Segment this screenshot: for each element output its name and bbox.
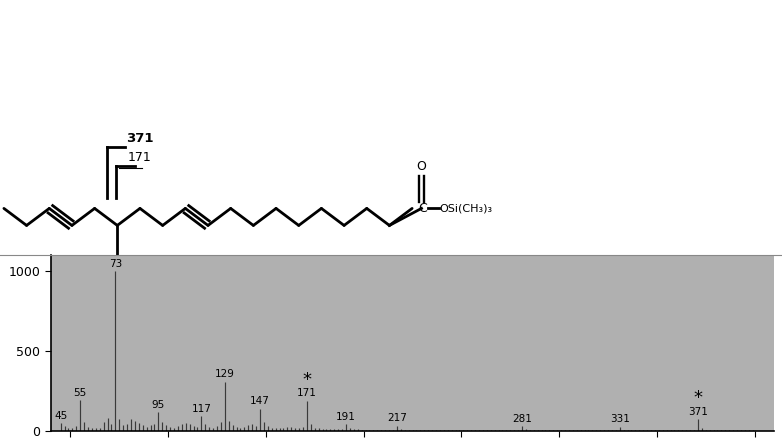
Text: 147: 147 bbox=[250, 396, 270, 407]
Text: OSi(CH₃)₃: OSi(CH₃)₃ bbox=[91, 264, 144, 274]
Text: 331: 331 bbox=[610, 414, 630, 424]
Text: C: C bbox=[418, 202, 427, 215]
Text: 217: 217 bbox=[387, 413, 407, 423]
Text: 281: 281 bbox=[512, 414, 532, 424]
Text: 117: 117 bbox=[192, 403, 211, 414]
Text: O: O bbox=[417, 160, 426, 172]
Text: 95: 95 bbox=[152, 400, 165, 410]
Text: *: * bbox=[303, 371, 311, 389]
Text: 371: 371 bbox=[688, 407, 708, 417]
Text: 55: 55 bbox=[74, 388, 87, 398]
Text: 45: 45 bbox=[54, 411, 67, 421]
Text: 129: 129 bbox=[215, 369, 235, 379]
Text: 191: 191 bbox=[336, 411, 356, 422]
Text: OSi(CH₃)₃: OSi(CH₃)₃ bbox=[439, 203, 493, 213]
Text: *: * bbox=[694, 389, 702, 407]
Text: 171: 171 bbox=[297, 389, 317, 398]
Text: 73: 73 bbox=[109, 259, 122, 269]
Text: 371: 371 bbox=[126, 132, 153, 145]
Text: 171: 171 bbox=[127, 151, 151, 164]
